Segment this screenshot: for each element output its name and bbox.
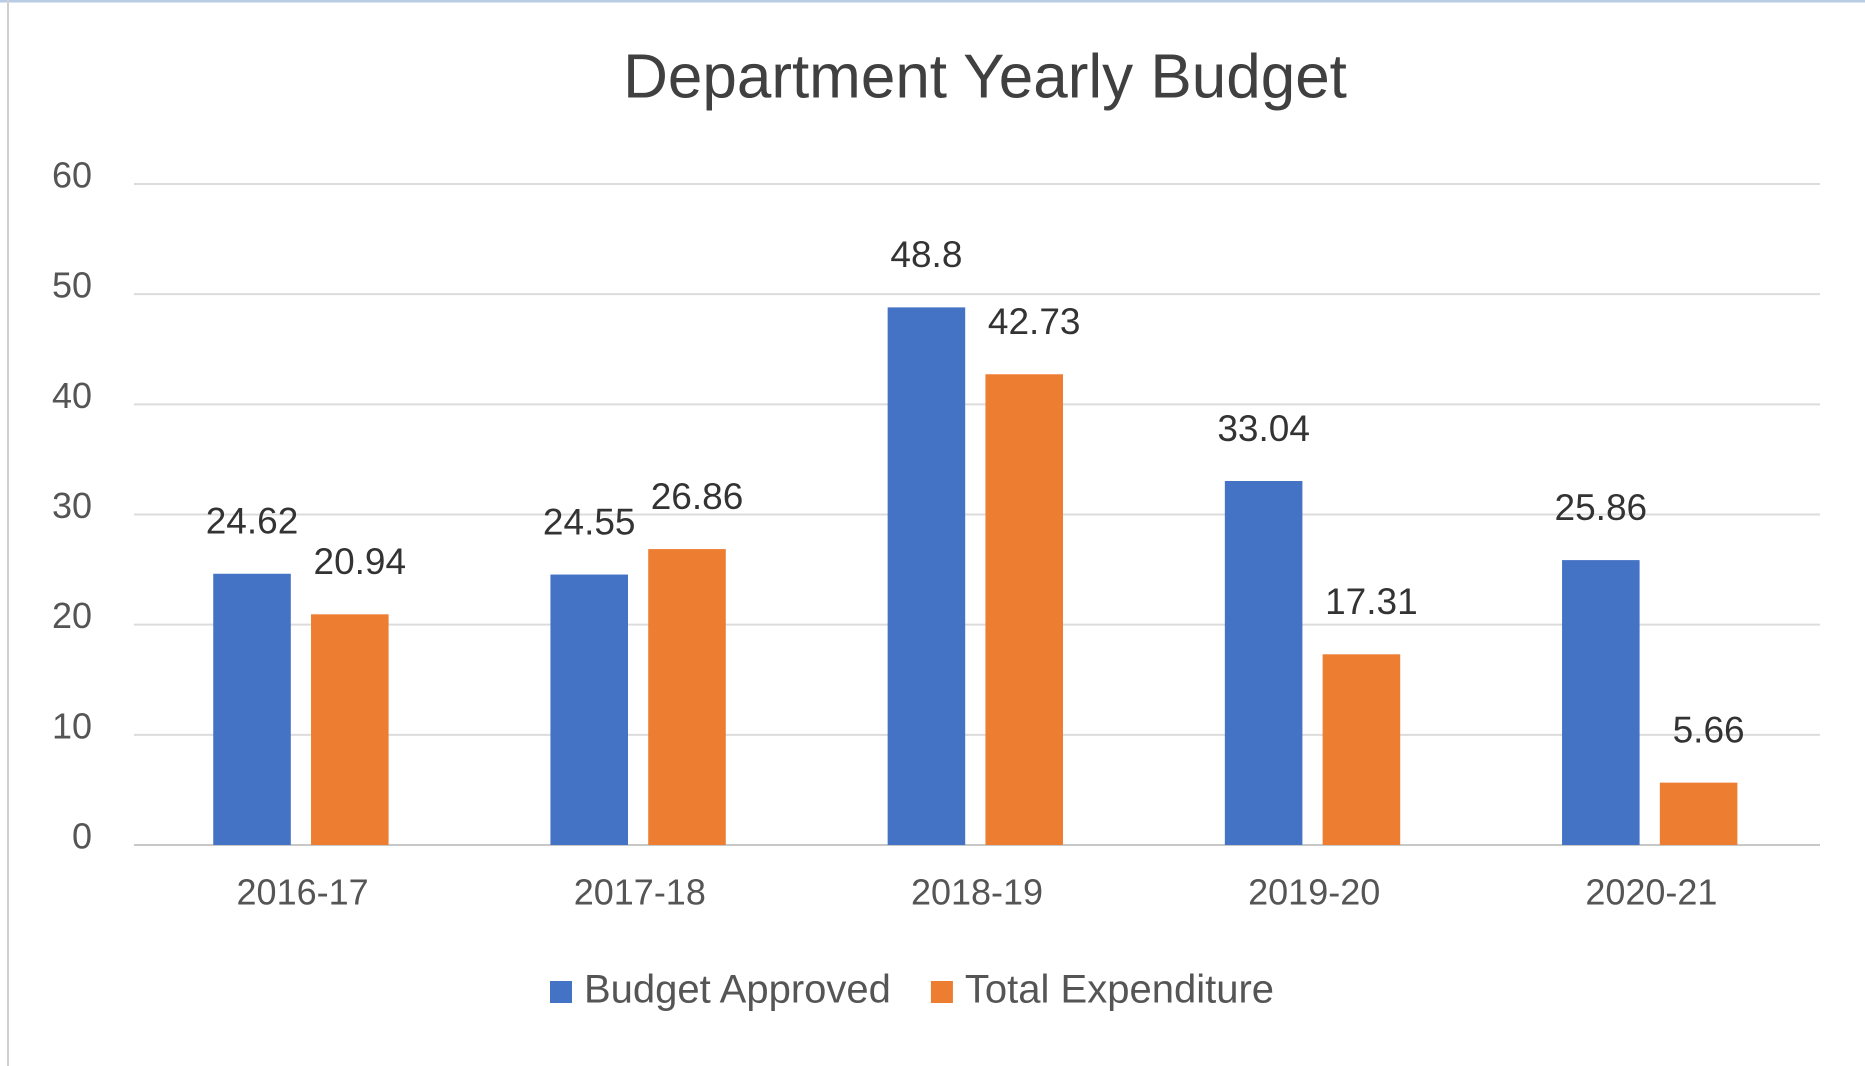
value-label: 24.62 bbox=[206, 501, 299, 542]
bar bbox=[1224, 481, 1303, 845]
bar bbox=[213, 573, 291, 845]
x-tick-label: 2016-17 bbox=[237, 872, 369, 913]
value-label: 25.86 bbox=[1555, 487, 1648, 528]
legend-label: Budget Approved bbox=[584, 968, 891, 1012]
y-tick-label: 30 bbox=[52, 485, 92, 526]
y-tick-label: 0 bbox=[72, 816, 92, 857]
y-tick-label: 10 bbox=[52, 705, 92, 746]
value-label: 5.66 bbox=[1673, 709, 1745, 750]
x-tick-label: 2019-20 bbox=[1248, 872, 1380, 913]
value-label: 26.86 bbox=[651, 476, 744, 517]
bar bbox=[887, 307, 966, 845]
bar bbox=[311, 614, 389, 845]
value-label: 17.31 bbox=[1325, 581, 1418, 622]
value-label: 20.94 bbox=[314, 541, 407, 582]
value-label: 48.8 bbox=[890, 234, 962, 275]
y-tick-label: 40 bbox=[52, 375, 92, 416]
value-label: 33.04 bbox=[1217, 408, 1310, 449]
chart-title: Department Yearly Budget bbox=[623, 42, 1347, 111]
x-tick-label: 2017-18 bbox=[574, 872, 706, 913]
bar bbox=[1322, 654, 1401, 845]
bar bbox=[985, 374, 1063, 845]
bar bbox=[648, 549, 726, 845]
y-tick-label: 60 bbox=[52, 155, 92, 196]
value-label: 42.73 bbox=[988, 301, 1081, 342]
x-tick-label: 2020-21 bbox=[1585, 872, 1717, 913]
bar bbox=[1659, 782, 1738, 845]
x-tick-label: 2018-19 bbox=[911, 872, 1043, 913]
legend-swatch bbox=[930, 981, 953, 1003]
legend-label: Total Expenditure bbox=[965, 968, 1274, 1012]
bar bbox=[1562, 560, 1640, 845]
legend-swatch bbox=[550, 981, 572, 1003]
y-tick-label: 20 bbox=[52, 595, 92, 636]
value-label: 24.55 bbox=[543, 501, 636, 542]
y-tick-label: 50 bbox=[52, 265, 92, 306]
bar bbox=[550, 574, 628, 845]
